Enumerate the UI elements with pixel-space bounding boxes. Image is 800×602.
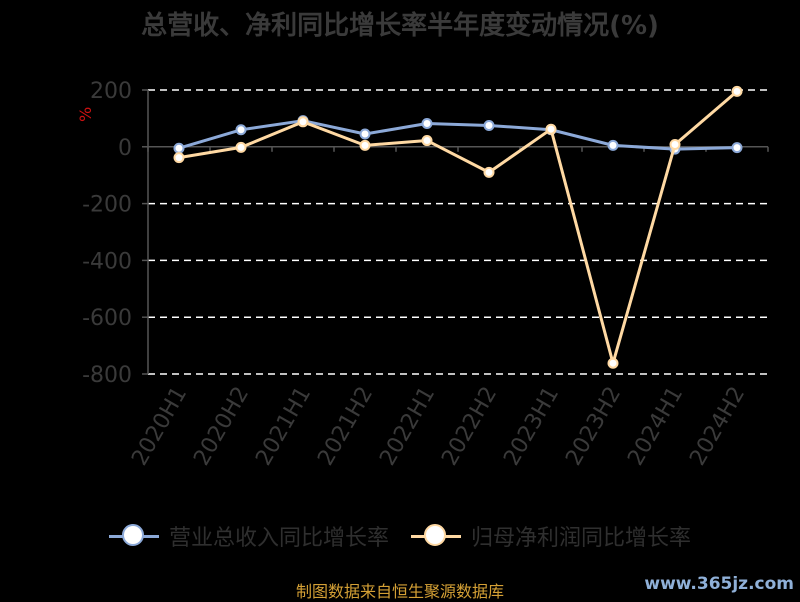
series-profit-point — [297, 116, 309, 128]
y-tick-labels: 200 0 -200 -400 -600 -800 — [82, 79, 132, 388]
x-tick-label: 2023H1 — [499, 383, 564, 470]
series-revenue-point — [173, 142, 185, 154]
x-tick-label: 2022H2 — [437, 383, 502, 470]
series-profit-point — [421, 135, 433, 147]
x-tick-label: 2020H1 — [127, 383, 192, 470]
chart-title: 总营收、净利同比增长率半年度变动情况(%) — [141, 11, 659, 41]
x-tick-label: 2023H2 — [561, 383, 626, 470]
y-axis-unit-label: % — [76, 106, 95, 122]
series-revenue-point — [235, 124, 247, 136]
legend: 营业总收入同比增长率 归母净利润同比增长率 — [0, 520, 800, 552]
x-tick-label: 2022H1 — [375, 383, 440, 470]
y-tick-label: 0 — [118, 136, 132, 161]
x-tick-label: 2020H2 — [189, 383, 254, 470]
series-revenue-point — [731, 142, 743, 154]
series-revenue-line — [178, 119, 738, 151]
series-profit-point — [545, 123, 557, 135]
x-tick-labels: 2020H12020H22021H12021H22022H12022H22023… — [127, 383, 750, 470]
x-tick-label: 2021H1 — [251, 383, 316, 470]
watermark: www.365jz.com — [644, 574, 794, 594]
legend-marker-profit-icon — [411, 521, 461, 551]
x-tick-label: 2024H2 — [685, 383, 750, 470]
series-revenue-point — [421, 118, 433, 130]
series-profit-point — [607, 357, 619, 369]
legend-label-profit: 归母净利润同比增长率 — [471, 526, 692, 551]
series-lines — [173, 85, 743, 369]
y-tick-label: -200 — [82, 193, 132, 218]
y-tick-label: 200 — [90, 79, 132, 104]
series-profit-point — [235, 141, 247, 153]
series-profit-line — [178, 90, 738, 365]
series-revenue-point — [359, 128, 371, 140]
legend-label-revenue: 营业总收入同比增长率 — [168, 526, 389, 551]
source-note: 制图数据来自恒生聚源数据库 — [295, 582, 504, 601]
series-profit-point — [669, 139, 681, 151]
series-revenue-point — [607, 139, 619, 151]
y-tick-label: -400 — [82, 249, 132, 274]
series-profit-point — [359, 139, 371, 151]
x-tick-label: 2024H1 — [623, 383, 688, 470]
series-profit-point — [731, 85, 743, 97]
y-tick-label: -600 — [82, 306, 132, 331]
series-profit-point — [173, 152, 185, 164]
legend-item-revenue[interactable]: 营业总收入同比增长率 — [108, 520, 389, 552]
series-revenue-point — [483, 120, 495, 131]
x-tick-label: 2021H2 — [313, 383, 378, 470]
y-tick-label: -800 — [82, 363, 132, 388]
grid-lines — [148, 89, 768, 375]
legend-marker-revenue-icon — [108, 521, 159, 551]
legend-item-profit[interactable]: 归母净利润同比增长率 — [411, 520, 691, 552]
series-profit-point — [483, 166, 495, 178]
